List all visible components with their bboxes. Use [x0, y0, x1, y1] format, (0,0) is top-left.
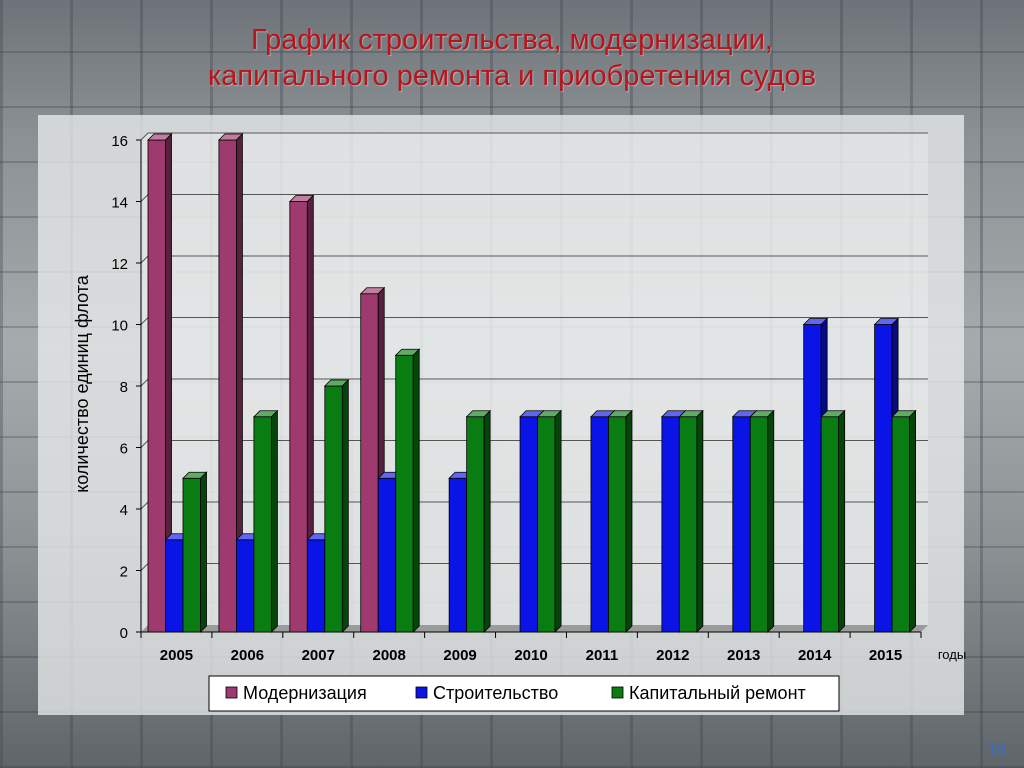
legend-label: Модернизация — [243, 683, 367, 703]
slide-number: 16 — [986, 740, 1007, 760]
bar — [608, 416, 627, 633]
bar — [537, 416, 556, 633]
bar — [289, 201, 308, 633]
bar-side — [483, 409, 491, 633]
legend-box — [208, 675, 840, 712]
y-tick-label: 6 — [120, 441, 128, 458]
bar — [218, 139, 237, 633]
x-tick-label: 2012 — [656, 647, 689, 664]
x-tick-label: 2005 — [160, 647, 193, 664]
bar — [236, 539, 255, 633]
bar — [165, 539, 184, 633]
bar — [749, 416, 769, 633]
legend-label: Строительство — [433, 683, 558, 703]
bar — [306, 539, 326, 633]
bar-side — [554, 409, 562, 633]
x-tick-label: 2009 — [443, 647, 476, 664]
y-tick-label: 16 — [111, 133, 128, 150]
y-tick-label: 4 — [120, 502, 128, 519]
bar — [253, 416, 272, 633]
y-tick-label: 10 — [111, 318, 128, 335]
bar-side — [625, 409, 633, 633]
bar — [590, 416, 609, 633]
bar-side — [341, 379, 349, 633]
x-tick-label: 2006 — [231, 647, 264, 664]
bar — [466, 416, 485, 633]
bar — [519, 416, 538, 633]
y-tick-label: 2 — [120, 564, 128, 581]
bar — [360, 293, 379, 633]
bar-side — [696, 409, 704, 633]
bar — [395, 354, 414, 633]
legend-swatch — [611, 686, 624, 699]
legend-swatch — [225, 686, 238, 699]
bar — [820, 416, 840, 633]
x-tick-label: 2008 — [372, 647, 405, 664]
title-line-1: График строительства, модернизации, — [251, 24, 773, 56]
y-tick-label: 12 — [111, 256, 128, 273]
x-tick-label: 2013 — [727, 647, 760, 664]
x-tick-label: 2007 — [302, 647, 335, 664]
bar — [182, 477, 201, 633]
title-line-2: капитального ремонта и приобретения судо… — [207, 60, 817, 92]
bar — [147, 139, 166, 633]
bar — [377, 477, 397, 633]
x-tick-label: 2011 — [586, 647, 619, 664]
bar-side — [200, 471, 207, 633]
bar — [678, 416, 698, 633]
x-tick-label: 2010 — [514, 647, 547, 664]
bar — [324, 385, 343, 633]
y-axis-title: количество единиц флота — [72, 274, 92, 493]
y-tick-label: 14 — [111, 195, 128, 212]
bar-side — [412, 348, 420, 633]
bar — [448, 477, 468, 633]
bar — [732, 416, 751, 633]
bar — [874, 324, 893, 633]
x-tick-label: 2014 — [798, 647, 832, 664]
y-tick-label: 0 — [120, 625, 128, 642]
bar-side — [909, 409, 916, 633]
gridline — [140, 132, 928, 141]
y-tick-label: 8 — [120, 379, 128, 396]
bar-side — [838, 409, 846, 633]
x-tick-label: 2015 — [869, 647, 902, 664]
slide-title: График строительства, модернизации, капи… — [0, 22, 1024, 94]
bar-side — [271, 409, 278, 633]
bar — [803, 324, 822, 633]
legend-label: Капитальный ремонт — [629, 683, 806, 703]
x-axis-title: годы — [938, 647, 966, 662]
bar — [891, 416, 910, 633]
bar — [661, 416, 680, 633]
bar-side — [767, 409, 775, 633]
legend-swatch — [415, 686, 428, 699]
